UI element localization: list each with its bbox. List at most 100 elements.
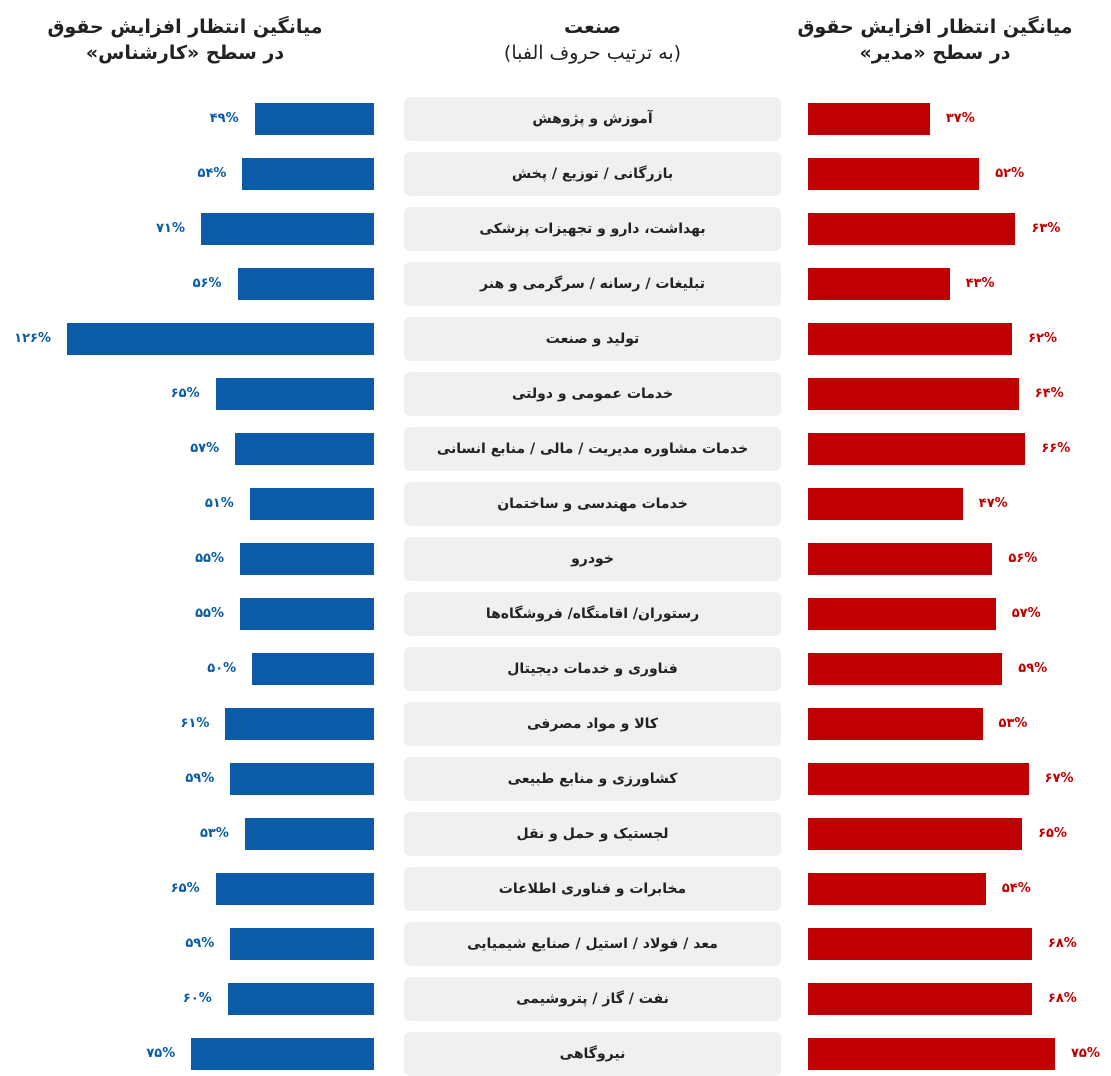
bar <box>230 928 374 960</box>
value-label: ۵۵% <box>195 551 224 566</box>
bar <box>249 488 374 520</box>
category-label: خدمات مهندسی و ساختمان <box>404 482 781 526</box>
bar <box>808 653 1003 685</box>
bar <box>808 983 1032 1015</box>
value-label: ۷۵% <box>1071 1046 1100 1061</box>
value-label: ۴۳% <box>965 276 995 291</box>
category-label: نیروگاهی <box>404 1032 781 1076</box>
value-label: ۷۵% <box>146 1046 176 1061</box>
bar <box>230 763 374 795</box>
category-label: نفت / گاز / پتروشیمی <box>404 977 781 1021</box>
category-label: معد / فولاد / استیل / صنایع شیمیایی <box>404 922 781 966</box>
value-label: ۶۸% <box>1047 936 1077 951</box>
value-label: ۵۶% <box>192 276 222 291</box>
header-line: صنعت <box>564 16 621 38</box>
category-label: بهداشت، دارو و تجهیزات پزشکی <box>404 207 781 251</box>
bar <box>808 213 1016 245</box>
category-label: کالا و مواد مصرفی <box>404 702 781 746</box>
value-label: ۶۲% <box>1028 331 1058 346</box>
value-label: ۵۱% <box>204 496 234 511</box>
bar <box>67 323 374 355</box>
value-label: ۵۷% <box>1011 606 1041 621</box>
bar <box>808 928 1032 960</box>
bar <box>808 433 1026 465</box>
bar <box>808 818 1023 850</box>
bar <box>808 488 963 520</box>
header-line: در سطح «مدیر» <box>859 42 1011 64</box>
bar <box>252 653 374 685</box>
right-header: میانگین انتظار افزایش حقوق در سطح «مدیر» <box>770 14 1100 66</box>
bar <box>244 818 374 850</box>
value-label: ۵۳% <box>998 716 1028 731</box>
bar <box>808 873 986 905</box>
bar <box>808 158 980 190</box>
value-label: ۵۹% <box>185 771 215 786</box>
value-label: ۶۵% <box>1038 826 1067 841</box>
value-label: ۴۹% <box>209 111 239 126</box>
category-label: مخابرات و فناوری اطلاعات <box>404 867 781 911</box>
bar <box>215 873 374 905</box>
bar <box>237 268 374 300</box>
value-label: ۷۱% <box>156 221 186 236</box>
bar <box>254 103 374 135</box>
bar <box>808 268 950 300</box>
header-line: در سطح «کارشناس» <box>85 42 285 64</box>
value-label: ۱۲۶% <box>14 331 51 346</box>
bar <box>808 323 1013 355</box>
bar <box>808 378 1019 410</box>
bar <box>808 598 996 630</box>
category-label: فناوری و خدمات دیجیتال <box>404 647 781 691</box>
header-line: (به ترتیب حروف الفبا) <box>503 42 682 64</box>
value-label: ۵۹% <box>1018 661 1048 676</box>
value-label: ۶۰% <box>182 991 212 1006</box>
bar <box>808 103 930 135</box>
value-label: ۵۴% <box>1001 881 1031 896</box>
value-label: ۶۱% <box>180 716 210 731</box>
left-header: میانگین انتظار افزایش حقوق در سطح «کارشن… <box>20 14 350 66</box>
value-label: ۶۳% <box>1031 221 1061 236</box>
value-label: ۶۵% <box>170 881 200 896</box>
bar <box>239 598 374 630</box>
bar <box>808 708 983 740</box>
value-label: ۶۵% <box>170 386 200 401</box>
value-label: ۵۳% <box>199 826 229 841</box>
value-label: ۵۲% <box>995 166 1025 181</box>
center-header: صنعت (به ترتیب حروف الفبا) <box>404 14 781 66</box>
value-label: ۵۹% <box>185 936 215 951</box>
category-label: تولید و صنعت <box>404 317 781 361</box>
bar <box>235 433 374 465</box>
bar <box>227 983 374 1015</box>
value-label: ۶۷% <box>1044 771 1074 786</box>
value-label: ۵۵% <box>195 606 224 621</box>
bar <box>191 1038 374 1070</box>
bar <box>201 213 374 245</box>
value-label: ۵۰% <box>207 661 237 676</box>
value-label: ۵۷% <box>190 441 220 456</box>
value-label: ۶۶% <box>1041 441 1071 456</box>
category-label: خودرو <box>404 537 781 581</box>
bar <box>215 378 374 410</box>
header-line: میانگین انتظار افزایش حقوق <box>797 16 1073 38</box>
category-label: تبلیغات / رسانه / سرگرمی و هنر <box>404 262 781 306</box>
value-label: ۴۷% <box>978 496 1008 511</box>
value-label: ۳۷% <box>945 111 975 126</box>
category-label: لجستیک و حمل و نقل <box>404 812 781 856</box>
category-label: رستوران/ اقامتگاه/ فروشگاه‌ها <box>404 592 781 636</box>
category-label: بازرگانی / توزیع / پخش <box>404 152 781 196</box>
value-label: ۵۴% <box>197 166 227 181</box>
category-label: خدمات مشاوره مدیریت / مالی / منابع انسان… <box>404 427 781 471</box>
bar <box>225 708 374 740</box>
value-label: ۶۸% <box>1047 991 1077 1006</box>
category-label: آموزش و پژوهش <box>404 97 781 141</box>
value-label: ۵۶% <box>1008 551 1038 566</box>
bar <box>808 543 993 575</box>
category-label: خدمات عمومی و دولتی <box>404 372 781 416</box>
bar <box>242 158 374 190</box>
category-label: کشاورزی و منابع طبیعی <box>404 757 781 801</box>
bar <box>239 543 374 575</box>
bar <box>808 763 1029 795</box>
bar <box>808 1038 1055 1070</box>
header-line: میانگین انتظار افزایش حقوق <box>47 16 323 38</box>
value-label: ۶۴% <box>1034 386 1064 401</box>
